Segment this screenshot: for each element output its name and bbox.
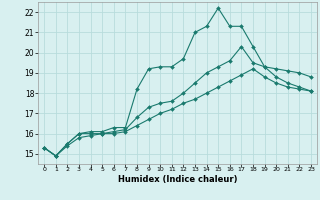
X-axis label: Humidex (Indice chaleur): Humidex (Indice chaleur) [118, 175, 237, 184]
